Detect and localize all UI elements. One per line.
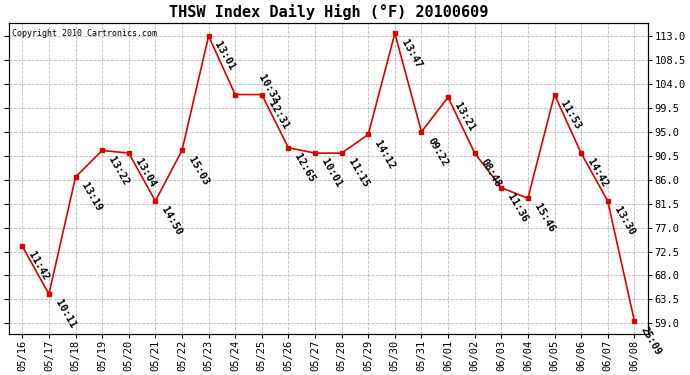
Text: 14:42: 14:42 [585,157,609,189]
Text: 15:46: 15:46 [532,202,556,234]
Text: 13:19: 13:19 [80,181,104,213]
Title: THSW Index Daily High (°F) 20100609: THSW Index Daily High (°F) 20100609 [168,4,488,20]
Text: 13:30: 13:30 [612,205,636,237]
Text: 11:42: 11:42 [26,251,51,282]
Text: 13:01: 13:01 [213,40,237,72]
Text: 13:22: 13:22 [106,154,130,187]
Text: 12:65: 12:65 [293,152,317,184]
Text: 14:12: 14:12 [373,139,397,171]
Text: 10:32: 10:32 [257,73,281,105]
Text: 11:15: 11:15 [346,157,370,189]
Text: Copyright 2010 Cartronics.com: Copyright 2010 Cartronics.com [12,29,157,38]
Text: 09:22: 09:22 [426,136,450,168]
Text: 14:50: 14:50 [159,205,184,237]
Text: 11:36: 11:36 [506,192,530,224]
Text: 25:09: 25:09 [638,325,663,357]
Text: 13:47: 13:47 [399,38,423,70]
Text: 08:48: 08:48 [479,157,503,189]
Text: 10:01: 10:01 [319,157,344,189]
Text: 11:53: 11:53 [559,99,583,131]
Text: 10:11: 10:11 [53,298,77,330]
Text: 13:04: 13:04 [133,157,157,189]
Text: 13:21: 13:21 [452,101,477,134]
Text: 15:03: 15:03 [186,154,210,187]
Text: 12:31: 12:31 [266,99,290,131]
